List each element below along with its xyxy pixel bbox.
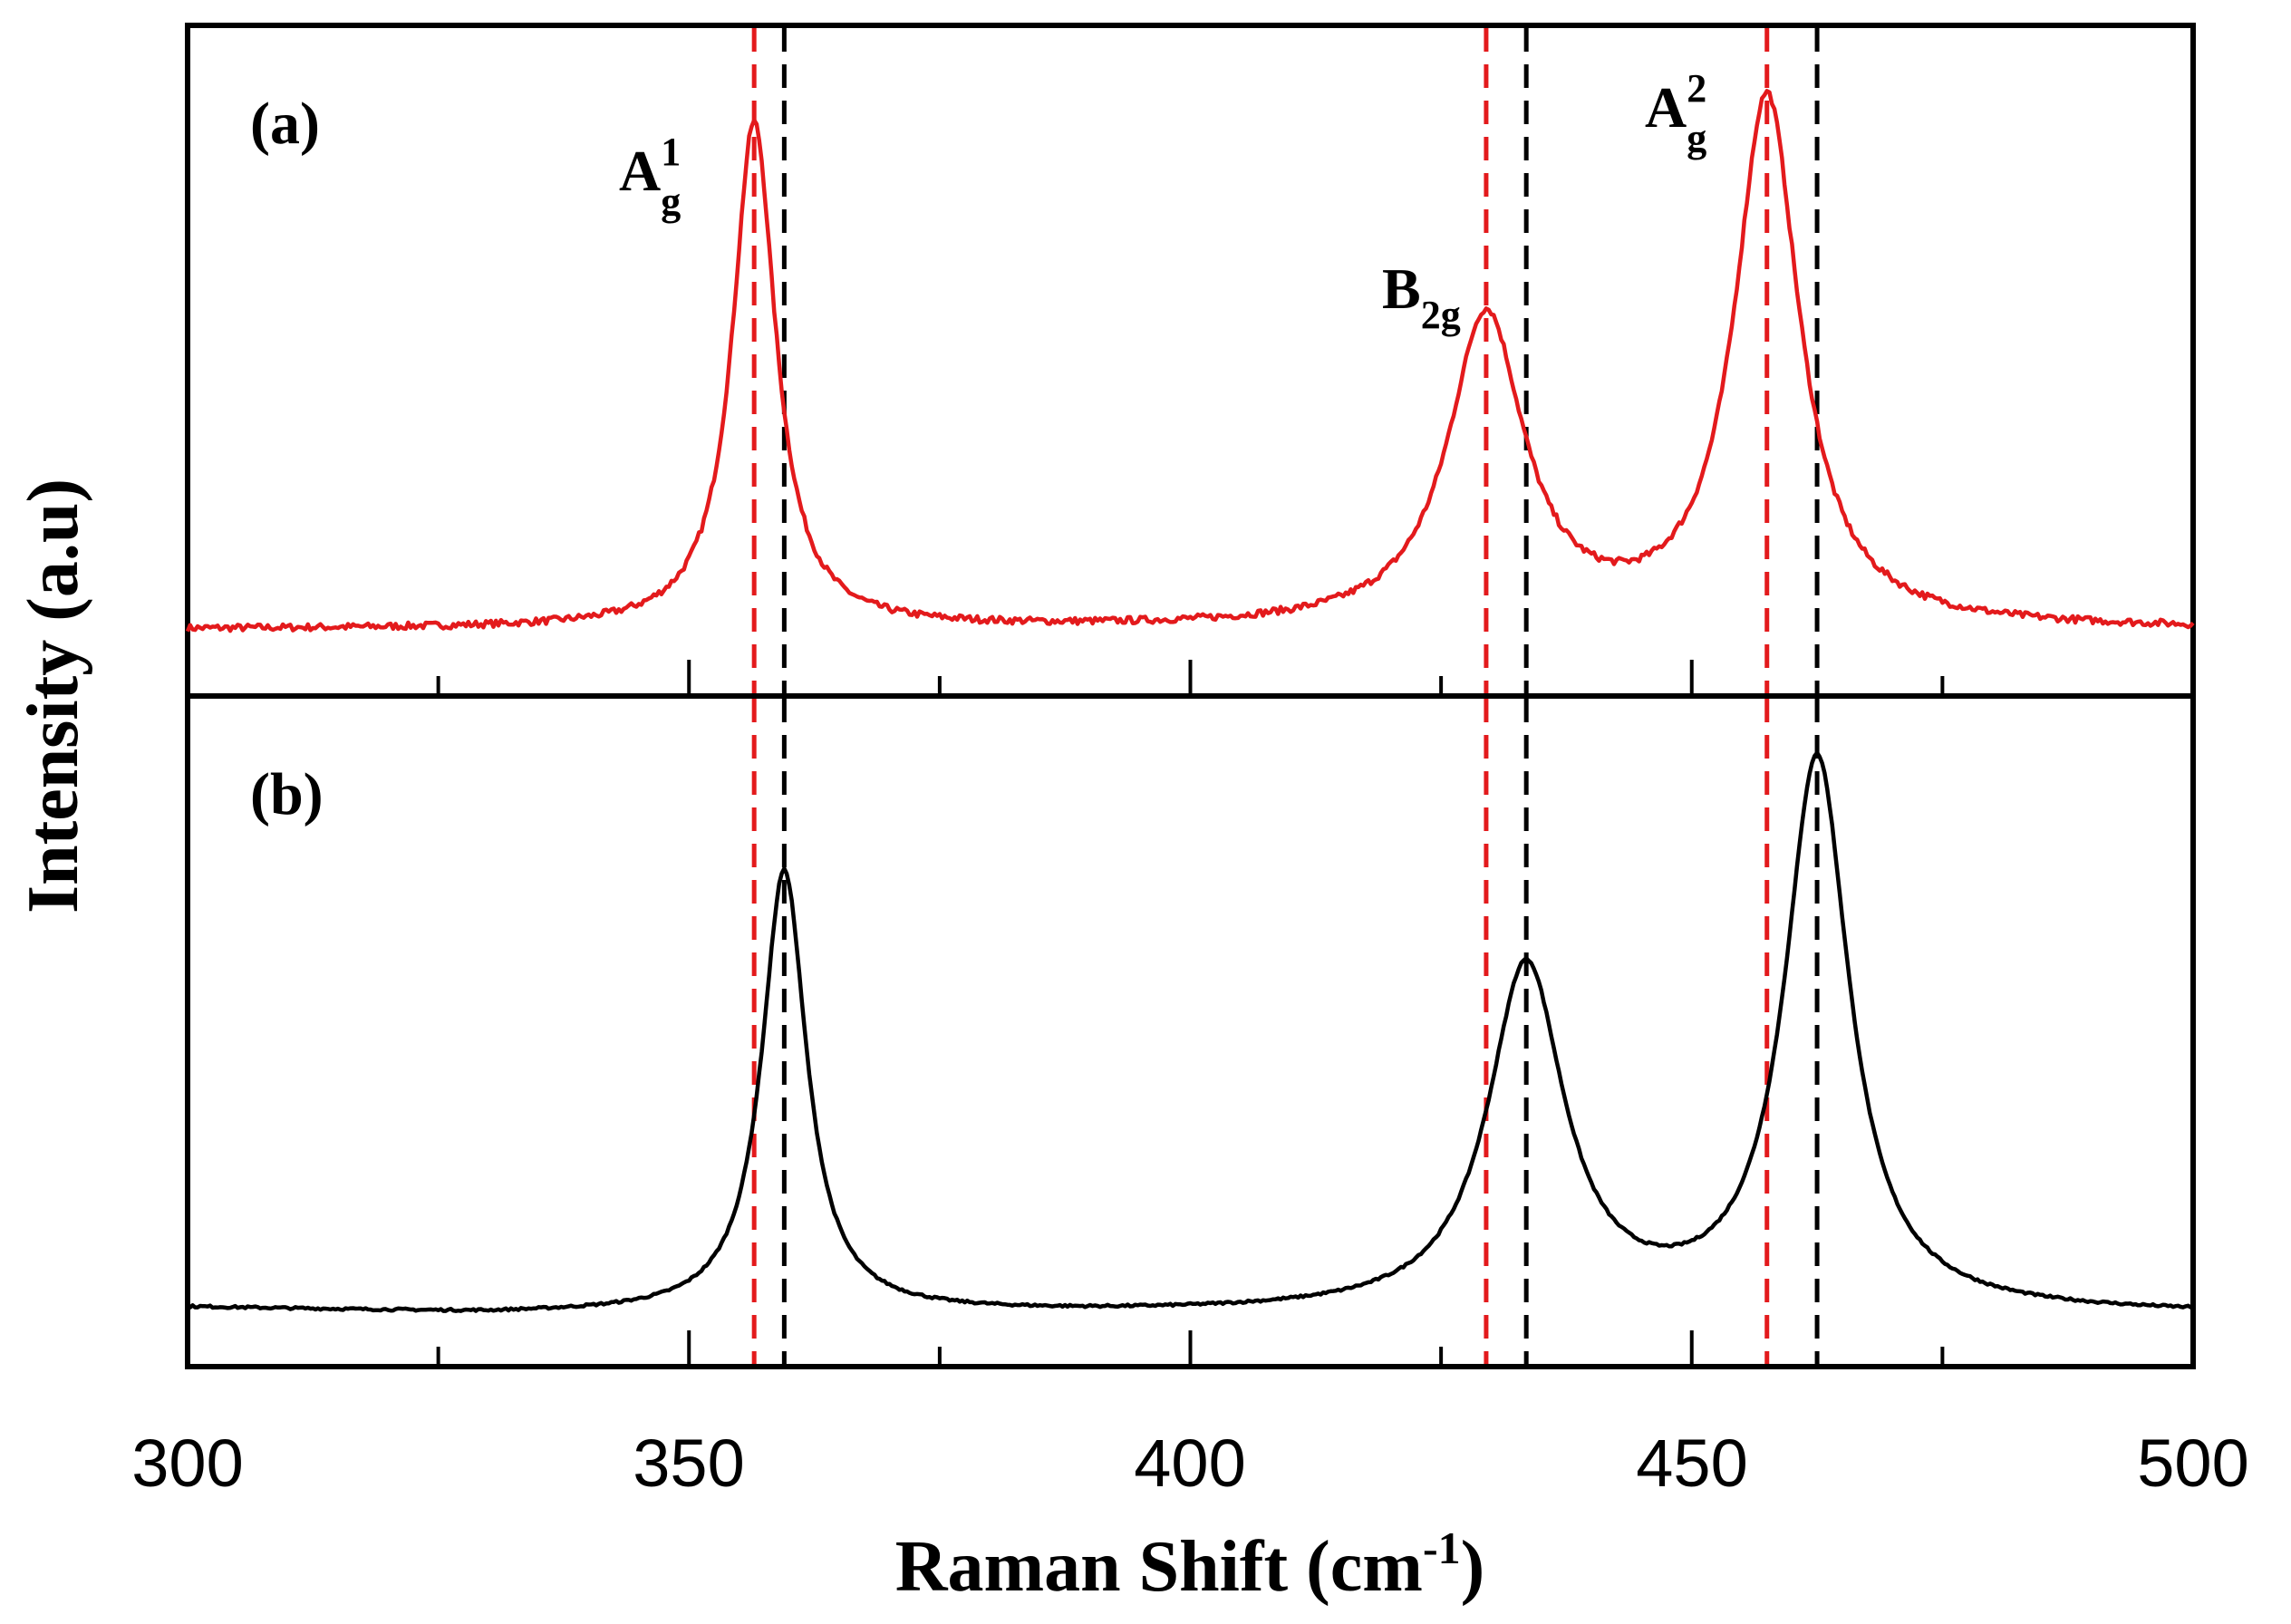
- x-tick-label-300: 300: [131, 1426, 243, 1501]
- x-tick-label-500: 500: [2137, 1426, 2248, 1501]
- panel-a-label: (a): [250, 91, 320, 157]
- spectra: [185, 89, 2195, 1313]
- spectrum-a: [185, 89, 2195, 633]
- peak-label-a1g: A1 g: [619, 130, 681, 224]
- panel-b-frame: [185, 693, 2196, 1369]
- panel-a-frame: [185, 23, 2196, 699]
- x-axis-title-sup: -1: [1423, 1522, 1461, 1573]
- x-axis-title-end: ): [1461, 1527, 1485, 1607]
- x-tick-label-350: 350: [633, 1426, 744, 1501]
- peak-label-a2g: A2 g: [1645, 66, 1706, 160]
- reference-lines: [751, 28, 1820, 1364]
- x-tick-label-400: 400: [1134, 1426, 1245, 1501]
- x-axis-title: Raman Shift (cm-1): [895, 1522, 1484, 1607]
- spectrum-b: [186, 750, 2194, 1313]
- x-ticks: [436, 660, 1945, 1364]
- panel-b-label: (b): [250, 761, 324, 827]
- peak-label-b2g: B2g: [1382, 256, 1461, 337]
- x-axis-title-text: Raman Shift (cm: [895, 1527, 1423, 1607]
- x-tick-label-450: 450: [1636, 1426, 1747, 1501]
- y-axis-title: Intensity (a.u): [14, 478, 93, 914]
